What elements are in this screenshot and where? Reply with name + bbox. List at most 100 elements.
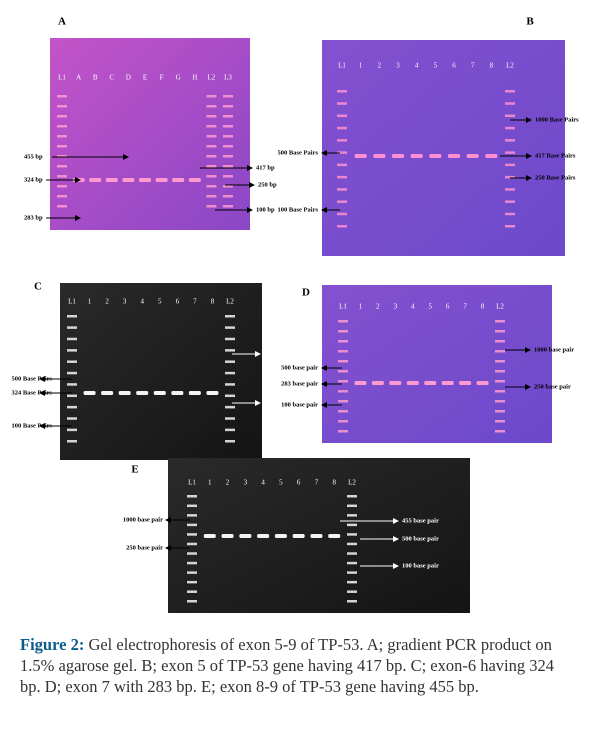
- ladder-band: [187, 580, 197, 584]
- lane-label: 3: [396, 62, 400, 70]
- ladder-band: [505, 126, 515, 130]
- ladder-band: [347, 523, 357, 527]
- caption-text: Gel electrophoresis of exon 5-9 of TP-53…: [20, 635, 555, 696]
- ladder-band: [347, 542, 357, 546]
- lane-label: 1: [88, 298, 92, 306]
- annotation: 250 base pair: [126, 544, 163, 551]
- band: [105, 178, 118, 182]
- ladder-band: [67, 326, 77, 329]
- ladder-band: [225, 326, 235, 329]
- lane-label: L1: [339, 303, 347, 311]
- band: [221, 534, 234, 538]
- annotation: 500 base pair: [402, 535, 439, 542]
- band: [328, 534, 341, 538]
- ladder-band: [337, 102, 347, 105]
- ladder-band: [347, 504, 357, 508]
- annotation: 500 base pair: [281, 364, 318, 371]
- ladder-band: [57, 145, 67, 148]
- panel-label: E: [131, 464, 138, 476]
- lane-label: F: [160, 74, 164, 82]
- lane-label: 7: [315, 479, 319, 487]
- band: [354, 381, 367, 385]
- annotation: 455 bp: [24, 153, 43, 160]
- annotation: 250 Base Pairs: [535, 174, 576, 181]
- ladder-band: [67, 337, 77, 341]
- lane-label: 8: [211, 298, 215, 306]
- ladder-band: [347, 600, 357, 603]
- ladder-band: [225, 337, 235, 341]
- ladder-band: [187, 552, 197, 555]
- lane-label: 7: [463, 303, 467, 311]
- ladder-band: [337, 151, 347, 154]
- lane-label: B: [93, 74, 98, 82]
- ladder-band: [57, 125, 67, 128]
- annotation: 250 B: [265, 399, 281, 406]
- lane-label: 3: [394, 303, 398, 311]
- annotation: 250 base pair: [534, 383, 571, 390]
- ladder-band: [225, 428, 235, 432]
- lane-label: 8: [332, 479, 336, 487]
- ladder-band: [495, 360, 505, 363]
- annotation: 324 bp: [24, 176, 43, 183]
- lane-label: 4: [140, 298, 144, 306]
- ladder-band: [206, 125, 217, 128]
- lane-label: L3: [224, 74, 232, 82]
- lane-label: 3: [123, 298, 127, 306]
- ladder-band: [337, 225, 347, 228]
- band: [139, 178, 151, 182]
- gel: [60, 283, 262, 460]
- ladder-band: [495, 390, 505, 393]
- annotation: 100 Base Pairs: [12, 422, 53, 429]
- ladder-band: [338, 340, 348, 343]
- ladder-band: [337, 188, 347, 191]
- lane-label: L1: [338, 62, 346, 70]
- band: [424, 381, 437, 385]
- ladder-band: [495, 350, 505, 353]
- annotation: 1000 base pair: [534, 346, 574, 353]
- ladder-band: [338, 320, 348, 323]
- ladder-band: [187, 514, 197, 517]
- ladder-band: [67, 349, 77, 352]
- ladder-band: [505, 212, 515, 216]
- annotation: 500 Base Pairs: [12, 375, 53, 382]
- lane-label: 1: [359, 303, 363, 311]
- ladder-band: [67, 440, 77, 443]
- gel: [50, 38, 250, 230]
- ladder-band: [57, 115, 67, 118]
- annotation: 1000 Base Pairs: [535, 116, 579, 123]
- band: [274, 534, 287, 538]
- ladder-band: [347, 580, 357, 584]
- ladder-band: [338, 350, 348, 353]
- ladder-band: [347, 495, 357, 498]
- ladder-band: [347, 571, 357, 574]
- band: [206, 391, 219, 395]
- band: [371, 381, 384, 385]
- band: [83, 391, 96, 395]
- ladder-band: [206, 95, 217, 98]
- ladder-band: [505, 114, 515, 118]
- band: [406, 381, 419, 385]
- ladder-band: [347, 561, 357, 565]
- ladder-band: [225, 417, 235, 420]
- lane-label: 4: [411, 303, 415, 311]
- lane-label: L1: [58, 74, 66, 82]
- ladder-band: [187, 533, 197, 536]
- lane-label: 6: [452, 62, 456, 70]
- ladder-band: [206, 195, 217, 198]
- band: [89, 178, 102, 182]
- ladder-band: [223, 125, 233, 128]
- ladder-band: [347, 533, 357, 536]
- band: [410, 154, 423, 158]
- lane-label: 1: [359, 62, 363, 70]
- band: [118, 391, 131, 395]
- figure: A L1 A B C D E F G H L2 L3 455 bp 324 bp 283 bp 417 bp 2…: [12, 16, 579, 613]
- ladder-band: [187, 523, 197, 527]
- ladder-band: [338, 370, 348, 373]
- ladder-band: [206, 135, 217, 138]
- lane-label: 6: [297, 479, 301, 487]
- band: [257, 534, 270, 538]
- ladder-band: [187, 590, 197, 593]
- band: [485, 154, 498, 158]
- ladder-band: [337, 163, 347, 167]
